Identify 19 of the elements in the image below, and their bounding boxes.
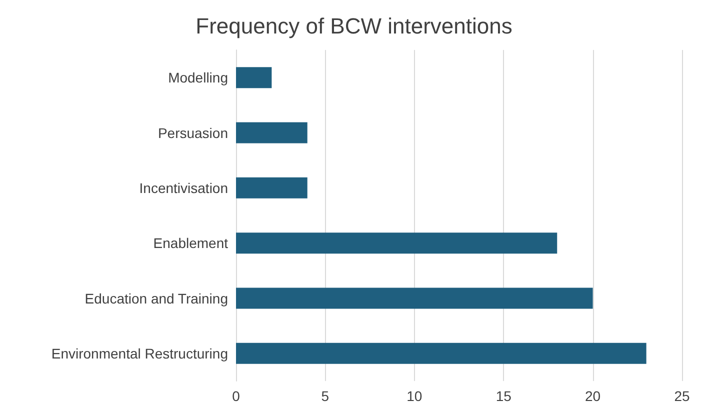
y-tick-label: Persuasion [158,124,228,141]
bar [236,342,646,364]
x-tick-label: 15 [496,388,512,404]
y-tick-label: Education and Training [84,290,228,306]
x-tick-label: 10 [406,388,422,404]
bar [236,288,593,309]
bar [236,177,308,198]
y-tick-label: Incentivisation [139,180,228,196]
y-tick-label: Enablement [153,235,228,252]
x-tick-label: 0 [232,388,240,404]
bar [236,67,272,88]
y-tick-label: Environmental Restructuring [51,345,228,362]
x-tick-label: 5 [321,388,330,404]
y-tick-label: Modelling [168,70,228,86]
chart-title: Frequency of BCW interventions [196,14,512,38]
x-tick-label: 25 [674,388,690,404]
bar [236,122,308,144]
bar [236,232,558,254]
x-tick-label: 20 [585,388,601,404]
